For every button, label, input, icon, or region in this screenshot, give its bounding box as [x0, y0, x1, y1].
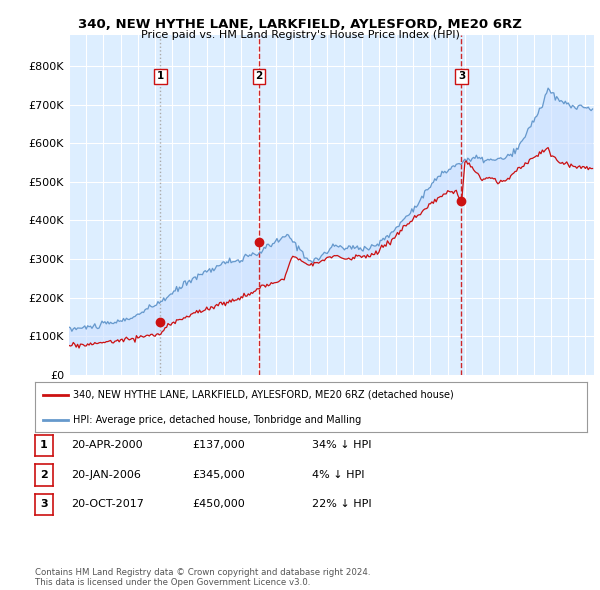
Text: Price paid vs. HM Land Registry's House Price Index (HPI): Price paid vs. HM Land Registry's House …	[140, 30, 460, 40]
Text: 34% ↓ HPI: 34% ↓ HPI	[312, 441, 371, 450]
Text: 20-JAN-2006: 20-JAN-2006	[71, 470, 140, 480]
Text: 20-APR-2000: 20-APR-2000	[71, 441, 142, 450]
Text: 2: 2	[40, 470, 47, 480]
Text: Contains HM Land Registry data © Crown copyright and database right 2024.
This d: Contains HM Land Registry data © Crown c…	[35, 568, 370, 587]
Text: 1: 1	[40, 441, 47, 450]
Text: 2: 2	[256, 71, 263, 81]
Text: 1: 1	[157, 71, 164, 81]
Text: 3: 3	[458, 71, 465, 81]
Text: 3: 3	[40, 500, 47, 509]
Text: £345,000: £345,000	[192, 470, 245, 480]
Text: 20-OCT-2017: 20-OCT-2017	[71, 500, 143, 509]
Text: HPI: Average price, detached house, Tonbridge and Malling: HPI: Average price, detached house, Tonb…	[73, 415, 362, 425]
Text: 22% ↓ HPI: 22% ↓ HPI	[312, 500, 371, 509]
Text: £137,000: £137,000	[192, 441, 245, 450]
Text: £450,000: £450,000	[192, 500, 245, 509]
Text: 340, NEW HYTHE LANE, LARKFIELD, AYLESFORD, ME20 6RZ (detached house): 340, NEW HYTHE LANE, LARKFIELD, AYLESFOR…	[73, 390, 454, 400]
Text: 4% ↓ HPI: 4% ↓ HPI	[312, 470, 365, 480]
Text: 340, NEW HYTHE LANE, LARKFIELD, AYLESFORD, ME20 6RZ: 340, NEW HYTHE LANE, LARKFIELD, AYLESFOR…	[78, 18, 522, 31]
